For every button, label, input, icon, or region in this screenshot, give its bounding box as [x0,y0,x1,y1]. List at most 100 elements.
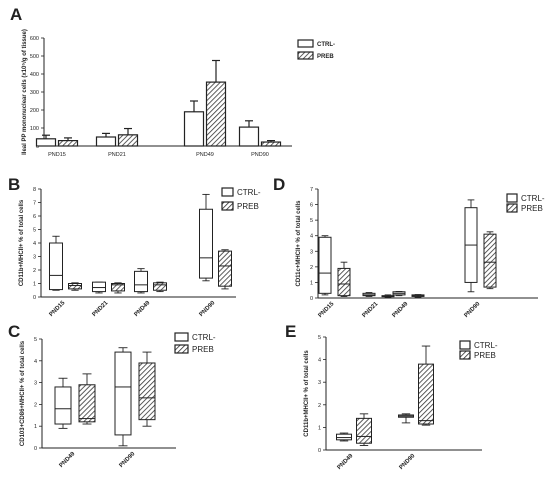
y-tick-label: 300 [30,90,39,96]
y-tick-label: 4 [33,241,36,247]
y-axis-label: CD11b+MHCII+ % of total cells [19,199,25,286]
y-tick-label: 0 [34,446,37,452]
legend-label: CTRL- [474,341,498,350]
y-tick-label: 100 [30,126,39,132]
legend-swatch-ctrl [297,39,314,48]
panel-b: B 0 1 2 3 4 5 6 7 8 CD11b+MHCII+ % of total cells P… [8,175,261,318]
x-category-label: PND49 [336,453,354,471]
legend-label: CTRL- [317,42,335,48]
x-category-label: PND21 [108,152,126,158]
bar-ctrl [238,126,260,147]
y-tick-label: 3 [318,380,321,386]
y-tick-label: 1 [318,425,321,431]
y-axis-label: Ileal PP mononuclear cells (x10⁵/g of ti… [22,29,28,155]
box-preb [78,384,96,423]
y-tick-label: 2 [33,268,36,274]
legend-swatch-ctrl [221,187,234,197]
x-category-label: PND15 [317,301,335,319]
bar-ctrl [35,138,57,147]
legend-swatch-preb [297,51,314,60]
box-ctrl [54,386,72,425]
y-tick-label: 500 [30,54,39,60]
y-tick-label: 2 [34,402,37,408]
legend-swatch-ctrl [459,340,471,350]
box-ctrl [49,242,63,291]
x-category-label: PND15 [48,152,66,158]
x-category-label: PND15 [48,300,66,318]
y-tick-label: 4 [310,234,313,240]
box-preb [483,233,497,288]
y-tick-label: 6 [33,214,36,220]
panel-d: D 0 1 2 3 4 5 6 7 CD11c+MHCII+ % of total cells PN… [273,175,545,319]
legend-label: PREB [192,345,214,354]
panel-c: C 0 1 2 3 4 5 CD103+CD86+MHCII+ % of total cell… [8,322,216,469]
bar-preb [57,140,79,147]
box-ctrl [114,351,132,436]
legend-label: PREB [474,351,496,360]
x-category-label: PND90 [251,152,269,158]
legend-label: CTRL- [192,333,216,342]
legend-swatch-preb [459,350,471,360]
y-tick-label: 5 [318,335,321,341]
box-preb [337,267,351,297]
bar-preb [205,81,227,147]
x-category-label: PND90 [198,300,216,318]
x-category-label: PND21 [361,301,379,319]
y-tick-label: 200 [30,108,39,114]
y-tick-label: 4 [318,358,321,364]
legend-swatch-ctrl [174,332,189,342]
y-tick-label: 2 [318,403,321,409]
box-ctrl [134,270,148,293]
box-preb [68,283,82,290]
box-ctrl [199,208,213,279]
x-category-label: PND49 [58,451,76,469]
y-tick-label: 6 [310,203,313,209]
y-axis-label: CD11b+MHCII+ % of total cells [304,350,310,437]
y-axis-label: CD11c+MHCII+ % of total cells [296,200,302,287]
y-tick-label: 5 [310,218,313,224]
y-tick-label: 2 [310,265,313,271]
box-preb [138,362,156,421]
box-preb [153,282,167,291]
y-tick-label: 7 [33,201,36,207]
y-tick-label: 3 [310,249,313,255]
y-tick-label: 3 [34,381,37,387]
legend-swatch-preb [506,203,518,213]
y-tick-label: 0 [310,296,313,302]
legend-label: PREB [317,54,334,60]
y-tick-label: 0 [318,448,321,454]
y-tick-label: 1 [33,282,36,288]
panel-e: E 0 1 2 3 4 5 CD11b+MHCII+ % of total cells PND4… [285,322,498,471]
x-category-label: PND49 [196,152,214,158]
legend-label: CTRL- [237,188,261,197]
bar-ctrl [95,136,117,147]
y-tick-label: 4 [34,359,37,365]
panel-letter: B [8,175,20,194]
y-tick-label: 0 [36,144,39,150]
legend-label: PREB [521,204,543,213]
legend-label: PREB [237,202,259,211]
y-tick-label: 5 [34,337,37,343]
legend-label: CTRL- [521,194,545,203]
panel-letter: E [285,322,296,341]
box-ctrl [318,236,332,294]
panel-letter: D [273,175,285,194]
y-tick-label: 1 [34,424,37,430]
box-ctrl [336,433,352,441]
y-tick-label: 7 [310,187,313,193]
y-tick-label: 3 [33,255,36,261]
x-category-label: PND90 [118,451,136,469]
y-tick-label: 400 [30,72,39,78]
box-preb [218,250,232,287]
x-category-label: PND49 [391,301,409,319]
bar-ctrl [183,111,205,147]
panel-letter: C [8,322,20,341]
y-tick-label: 600 [30,36,39,42]
x-category-label: PND49 [133,300,151,318]
legend-swatch-preb [174,344,189,354]
box-preb [356,417,372,444]
bar-preb [260,141,282,147]
x-category-label: PND21 [91,300,109,318]
